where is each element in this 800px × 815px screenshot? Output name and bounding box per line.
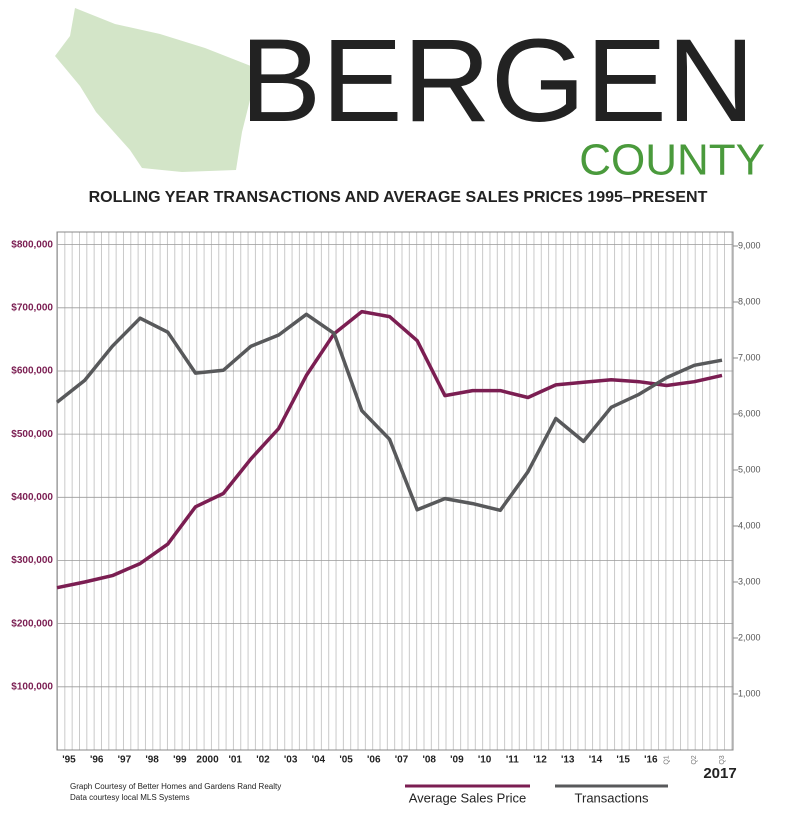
y-tick-label: $300,000 xyxy=(11,555,53,566)
x-tick-label: Q2 xyxy=(691,755,698,764)
x-tick-label: '13 xyxy=(561,755,575,766)
x-tick-label: '10 xyxy=(478,755,492,766)
x-tick-label: '04 xyxy=(312,755,326,766)
y-tick-label: $100,000 xyxy=(11,681,53,692)
x-tick-label: '09 xyxy=(450,755,464,766)
x-tick-label: 2000 xyxy=(196,755,219,766)
y-tick-label: $800,000 xyxy=(11,239,53,250)
x-tick-label: '01 xyxy=(228,755,242,766)
x-tick-label: Q1 xyxy=(663,755,670,764)
chart-title: BERGEN xyxy=(240,15,755,147)
series-line xyxy=(56,309,723,590)
county-map xyxy=(55,8,256,172)
chart-title-2: COUNTY xyxy=(579,136,765,185)
x-tick-label: '96 xyxy=(90,755,104,766)
x-tick-label: '12 xyxy=(533,755,547,766)
x-tick-label: '05 xyxy=(339,755,353,766)
plot-area xyxy=(56,231,734,751)
x-tick-label: '99 xyxy=(173,755,187,766)
y2-tick-label: 9,000 xyxy=(738,240,761,250)
y-tick-label: $600,000 xyxy=(11,366,53,377)
x-tick-label: '14 xyxy=(589,755,603,766)
y-tick-label: $200,000 xyxy=(11,618,53,629)
note: Data courtesy local MLS Systems xyxy=(70,793,190,802)
y2-tick-label: 6,000 xyxy=(738,408,761,418)
legend-label: Average Sales Price xyxy=(409,790,527,805)
x-tick-label: '08 xyxy=(422,755,436,766)
y2-tick-label: 1,000 xyxy=(738,688,761,698)
x-tick-label: '98 xyxy=(145,755,159,766)
x-tick-label: '95 xyxy=(62,755,76,766)
y2-tick-label: 7,000 xyxy=(738,352,761,362)
x-tick-label: '07 xyxy=(395,755,409,766)
y2-tick-label: 4,000 xyxy=(738,520,761,530)
x-tick-label: '11 xyxy=(506,755,519,766)
legend-label: Transactions xyxy=(575,790,649,805)
y-tick-label: $400,000 xyxy=(11,492,53,503)
y-tick-label: $500,000 xyxy=(11,429,53,440)
x-tick-label: '15 xyxy=(616,755,630,766)
series-line xyxy=(55,312,723,513)
x-group-label: 2017 xyxy=(703,765,736,782)
x-tick-label: '02 xyxy=(256,755,270,766)
chart-subtitle: ROLLING YEAR TRANSACTIONS AND AVERAGE SA… xyxy=(89,189,708,206)
y2-tick-label: 8,000 xyxy=(738,296,761,306)
x-tick-label: '06 xyxy=(367,755,381,766)
y2-tick-label: 2,000 xyxy=(738,632,761,642)
y2-tick-label: 3,000 xyxy=(738,576,761,586)
y2-tick-label: 5,000 xyxy=(738,464,761,474)
y-tick-label: $700,000 xyxy=(11,302,53,313)
x-tick-label: '16 xyxy=(644,755,658,766)
x-tick-label: '03 xyxy=(284,755,298,766)
note: Graph Courtesy of Better Homes and Garde… xyxy=(70,782,281,791)
x-tick-label: Q3 xyxy=(719,755,726,764)
x-tick-label: '97 xyxy=(118,755,132,766)
